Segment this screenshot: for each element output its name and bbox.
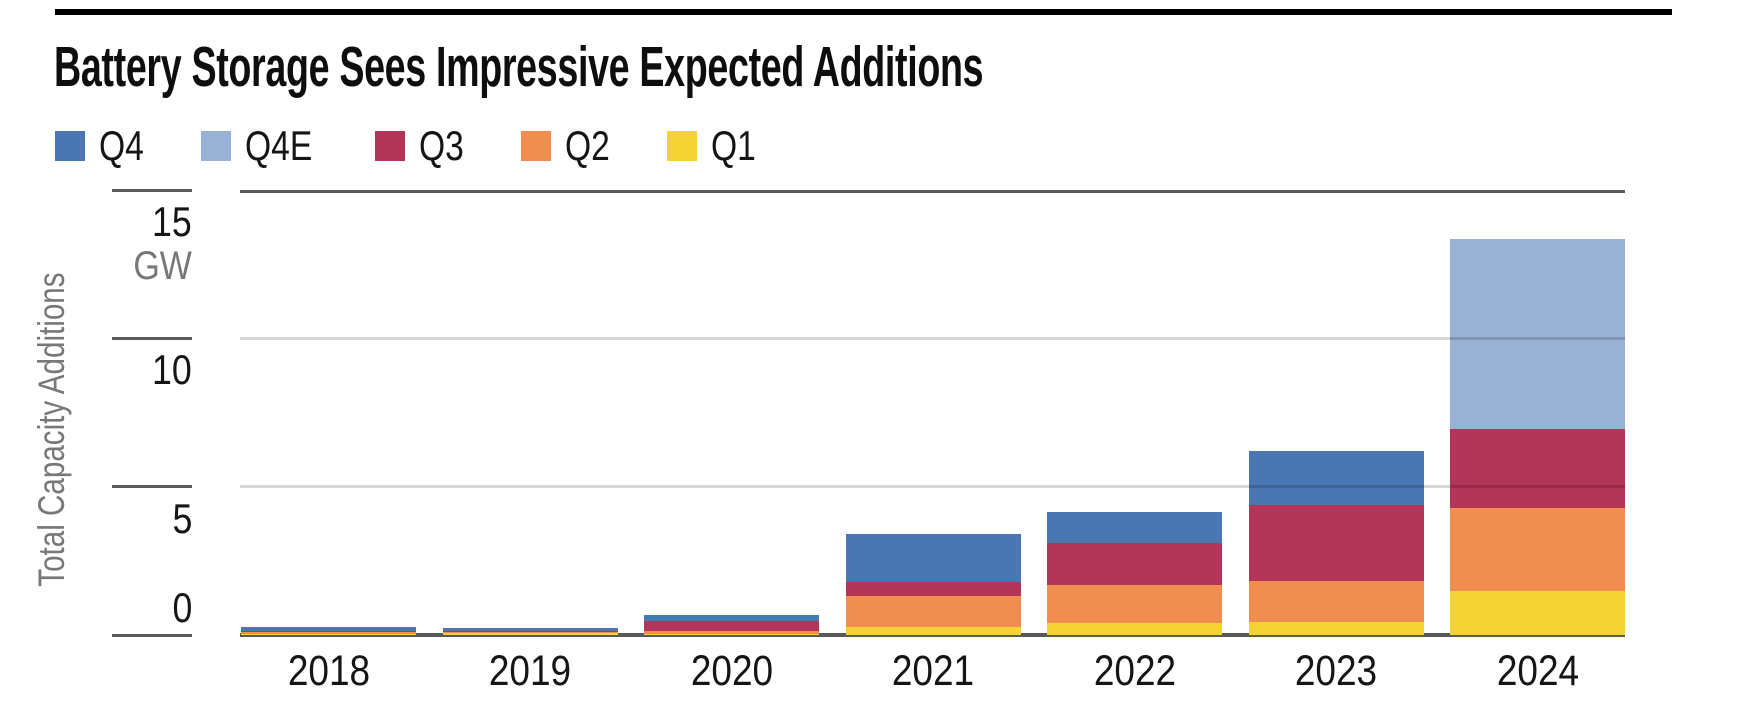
bar-2024-q4e-segment — [1450, 238, 1625, 430]
legend-label-q4e: Q4E — [245, 122, 313, 169]
bar-2024-q3-segment — [1450, 429, 1625, 509]
bar-2022-q3-segment — [1047, 543, 1222, 586]
bar-2018 — [241, 627, 416, 635]
x-tick-label-2022: 2022 — [1093, 647, 1176, 695]
bar-2022-q1-segment — [1047, 623, 1222, 635]
bar-2024-q1-segment — [1450, 590, 1625, 635]
legend-item-q1: Q1 — [667, 122, 767, 169]
bar-2020 — [644, 614, 819, 635]
gridline-5 — [240, 485, 1625, 489]
x-tick-label-2024: 2024 — [1496, 647, 1579, 695]
gridline-10 — [240, 336, 1625, 340]
bar-2020-q3-segment — [644, 621, 819, 632]
x-tick-label-2021: 2021 — [891, 647, 975, 695]
bar-2018-q3-segment — [241, 630, 416, 632]
legend-item-q4e: Q4E — [201, 122, 329, 169]
legend-label-q3: Q3 — [419, 122, 464, 169]
x-tick-label-2023: 2023 — [1294, 647, 1378, 695]
y-tick-15 — [112, 188, 192, 192]
legend-swatch-q3 — [375, 131, 406, 161]
x-tick-label-2020: 2020 — [690, 647, 773, 695]
bar-2020-q2-segment — [644, 631, 819, 634]
bar-2023-q2-segment — [1248, 581, 1424, 623]
y-tick-label-5: 5 — [172, 494, 192, 542]
bar-2021 — [845, 534, 1021, 635]
bar-2021-q2-segment — [845, 596, 1021, 628]
y-tick-label-15: 15 — [152, 198, 192, 245]
bar-2018-q4-segment — [241, 627, 416, 631]
gridline-15 — [240, 190, 1625, 193]
legend: Q4 Q4E Q3 Q2 Q1 — [55, 122, 767, 169]
y-tick-0 — [112, 633, 192, 637]
legend-item-q3: Q3 — [375, 122, 475, 169]
bar-2021-q1-segment — [845, 627, 1021, 635]
bar-2019-q3-segment — [442, 630, 618, 633]
bar-2022 — [1047, 512, 1222, 635]
bar-2020-q1-segment — [644, 633, 819, 635]
bar-2021-q3-segment — [845, 581, 1021, 597]
top-rule — [55, 9, 1672, 15]
bar-2020-q4-segment — [644, 614, 819, 622]
legend-swatch-q2 — [521, 131, 552, 161]
chart-title-text: Battery Storage Sees Impressive Expected… — [54, 35, 984, 99]
legend-item-q4: Q4 — [55, 122, 155, 169]
bar-2023-q3-segment — [1248, 505, 1424, 582]
bar-2024-q2-segment — [1450, 508, 1625, 591]
y-axis-title: Total Capacity Additions — [31, 272, 72, 588]
bar-2022-q4-segment — [1047, 512, 1222, 544]
y-tick-label-0: 0 — [172, 584, 192, 631]
legend-swatch-q4e — [201, 131, 232, 161]
y-tick-10 — [112, 336, 192, 340]
x-tick-label-2018: 2018 — [287, 647, 370, 695]
bar-2019-q1-segment — [442, 632, 618, 635]
bar-2023-q4-segment — [1248, 450, 1424, 506]
legend-swatch-q1 — [667, 131, 698, 161]
legend-label-q4: Q4 — [99, 122, 144, 169]
legend-swatch-q4 — [55, 131, 85, 161]
legend-label-q1: Q1 — [711, 122, 756, 169]
bar-2018-q2-segment — [241, 631, 416, 635]
bar-2023-q1-segment — [1248, 622, 1424, 635]
y-tick-5 — [112, 485, 192, 489]
bar-2019 — [442, 627, 618, 635]
bar-2022-q2-segment — [1047, 585, 1222, 624]
bar-2021-q4-segment — [845, 534, 1021, 582]
bar-2019-q2-segment — [442, 632, 618, 633]
x-tick-label-2019: 2019 — [488, 647, 572, 695]
legend-item-q2: Q2 — [521, 122, 621, 169]
y-axis-unit: GW — [133, 244, 192, 288]
page-title: Battery Storage Sees Impressive Expected… — [54, 34, 1462, 100]
legend-label-q2: Q2 — [565, 122, 610, 169]
bar-2018-q1-segment — [241, 634, 416, 635]
bar-2019-q4-segment — [442, 627, 618, 631]
x-axis-baseline — [240, 633, 1625, 637]
y-tick-label-10: 10 — [152, 346, 192, 394]
bar-2023 — [1248, 450, 1424, 635]
plot-area — [240, 190, 1625, 637]
bar-2024 — [1450, 238, 1625, 635]
